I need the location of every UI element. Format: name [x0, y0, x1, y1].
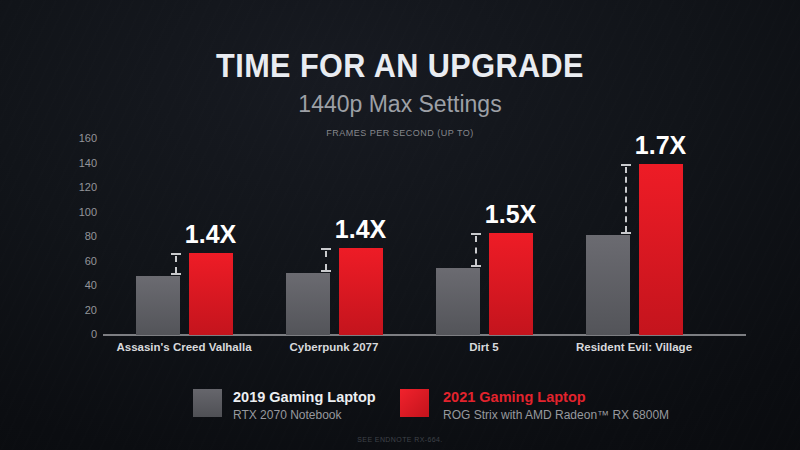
- y-axis-tick-label: 20: [57, 304, 97, 316]
- bar-2021-1: [339, 248, 383, 335]
- legend-sublabel-2021: ROG Strix with AMD Radeon™ RX 6800M: [443, 408, 669, 423]
- legend-entry-2019: 2019 Gaming Laptop RTX 2070 Notebook: [233, 389, 376, 423]
- slide: TIME FOR AN UPGRADE 1440p Max Settings F…: [0, 0, 800, 450]
- bar-2021-0: [189, 253, 233, 335]
- delta-whisker-cap-bottom-1: [321, 270, 331, 272]
- legend-sublabel-2019: RTX 2070 Notebook: [233, 408, 376, 423]
- y-axis-tick-label: 120: [57, 181, 97, 193]
- bar-2021-2: [489, 233, 533, 335]
- bar-2021-3: [639, 164, 683, 336]
- delta-whisker-cap-bottom-0: [171, 273, 181, 275]
- y-axis-tick-label: 80: [57, 230, 97, 242]
- y-axis-tick-label: 40: [57, 279, 97, 291]
- bar-chart: 0204060801001201401601.4XAssasin's Creed…: [0, 0, 800, 450]
- multiplier-label-0: 1.4X: [151, 222, 271, 247]
- y-axis-tick-label: 0: [57, 328, 97, 340]
- y-axis-tick-label: 160: [57, 132, 97, 144]
- y-axis-tick-label: 60: [57, 255, 97, 267]
- bar-2019-0: [136, 276, 180, 335]
- multiplier-label-2: 1.5X: [451, 202, 571, 227]
- footnote: SEE ENDNOTE RX-664.: [0, 436, 800, 443]
- legend-swatch-2019: [193, 389, 222, 417]
- delta-whisker-0: [175, 256, 177, 273]
- legend-swatch-2021: [400, 389, 429, 417]
- legend-entry-2021: 2021 Gaming Laptop ROG Strix with AMD Ra…: [443, 389, 669, 423]
- bar-2019-3: [586, 235, 630, 335]
- delta-whisker-3: [625, 167, 627, 232]
- y-axis-tick-label: 100: [57, 206, 97, 218]
- bar-2019-2: [436, 268, 480, 335]
- delta-whisker-cap-bottom-2: [471, 265, 481, 267]
- delta-whisker-1: [325, 251, 327, 270]
- y-axis-tick-label: 140: [57, 157, 97, 169]
- delta-whisker-2: [475, 236, 477, 264]
- category-label-3: Resident Evil: Village: [534, 341, 734, 353]
- delta-whisker-cap-top-2: [471, 233, 481, 235]
- legend-label-2019: 2019 Gaming Laptop: [233, 389, 376, 406]
- delta-whisker-cap-top-0: [171, 253, 181, 255]
- delta-whisker-cap-bottom-3: [621, 232, 631, 234]
- multiplier-label-1: 1.4X: [301, 217, 421, 242]
- legend-label-2021: 2021 Gaming Laptop: [443, 389, 669, 406]
- multiplier-label-3: 1.7X: [601, 133, 721, 158]
- delta-whisker-cap-top-1: [321, 248, 331, 250]
- bar-2019-1: [286, 273, 330, 335]
- delta-whisker-cap-top-3: [621, 164, 631, 166]
